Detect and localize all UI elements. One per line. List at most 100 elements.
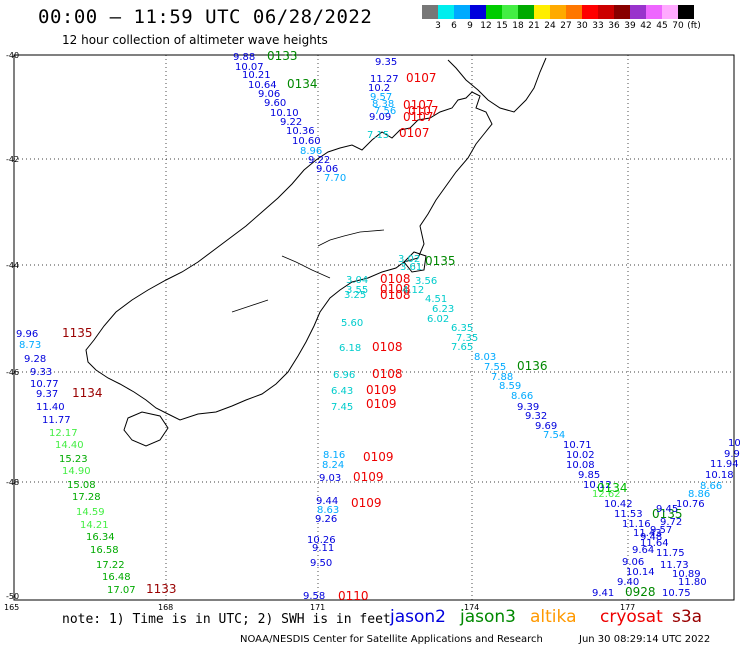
track-time-label: 0135 [652, 507, 683, 521]
wave-height-label: 7.70 [324, 173, 346, 184]
wave-height-label: 8.16 [323, 450, 345, 461]
track-time-label: 0109 [351, 496, 382, 510]
lat-label: -48 [6, 478, 20, 487]
track-time-label: 1133 [146, 582, 177, 596]
lat-label: -46 [6, 368, 20, 377]
wave-height-label: 6.43 [331, 386, 353, 397]
wave-height-label: 9.45 [656, 504, 678, 515]
track-time-label: 0928 [625, 585, 656, 599]
wave-height-label: 11.27 [370, 74, 399, 85]
track-time-label: 0108 [380, 282, 411, 296]
wave-height-label: 9.09 [369, 112, 391, 123]
wave-height-label: 9.57 [370, 92, 392, 103]
wave-height-label: 10.18 [705, 470, 734, 481]
color-swatch [550, 5, 566, 19]
wave-height-label: 11.94 [710, 459, 739, 470]
track-time-label: 0109 [366, 397, 397, 411]
track-time-label: 0108 [380, 272, 411, 286]
wave-height-label: 10.71 [563, 440, 592, 451]
wave-height-label: 8.03 [474, 352, 496, 363]
wave-height-label: 16.58 [90, 545, 119, 556]
wave-height-label: 8.66 [700, 481, 722, 492]
wave-height-label: 9.64 [632, 545, 654, 556]
track-time-label: 0108 [372, 367, 403, 381]
wave-height-label: 14.59 [76, 507, 105, 518]
satellite-altika: altika [530, 607, 577, 627]
wave-height-label: 11.77 [42, 415, 71, 426]
color-scale-label: (ft) [687, 21, 701, 31]
wave-height-label: 9.28 [24, 354, 46, 365]
graticule [14, 55, 734, 600]
wave-height-label: 15.08 [67, 480, 96, 491]
color-scale-label: 45 [656, 21, 668, 31]
color-scale-label: 18 [512, 21, 524, 31]
wave-height-label: 4.51 [425, 294, 447, 305]
wave-height-label: 14.90 [62, 466, 91, 477]
wave-height-label: 9.85 [578, 470, 600, 481]
color-swatch [534, 5, 550, 19]
wave-height-label: 6.35 [451, 323, 473, 334]
wave-height-label: 17.28 [72, 492, 101, 503]
wave-height-label: 9.33 [30, 367, 52, 378]
lat-label: -42 [6, 155, 20, 164]
wave-height-label: 9.60 [264, 98, 286, 109]
track-time-label: 0109 [353, 470, 384, 484]
track-time-label: 1134 [72, 386, 103, 400]
lon-label: 174 [464, 603, 480, 612]
color-scale-label: 36 [608, 21, 620, 31]
wave-height-label: 11.73 [660, 560, 689, 571]
footer-credit: NOAA/NESDIS Center for Satellite Applica… [240, 634, 543, 645]
wave-height-label: 11.64 [640, 538, 669, 549]
lon-label: 168 [158, 603, 174, 612]
wave-height-label: 9.06 [622, 557, 644, 568]
wave-height-label: 10 [728, 438, 740, 449]
wave-height-label: 9.06 [258, 89, 280, 100]
wave-height-label: 8.38 [372, 99, 394, 110]
color-scale-label: 33 [592, 21, 604, 31]
wave-height-label: 3.55 [346, 285, 368, 296]
coastline-south-island [85, 91, 493, 421]
track-time-label: 0109 [366, 383, 397, 397]
wave-height-label: 9.57 [650, 525, 672, 536]
wave-height-label: 3.02 [398, 254, 420, 265]
color-swatch [646, 5, 662, 19]
wave-height-label: 9.69 [535, 421, 557, 432]
wave-height-label: 3.61 [400, 262, 422, 273]
wave-height-label: 6.96 [333, 370, 355, 381]
wave-height-label: 9.41 [592, 588, 614, 599]
wave-height-label: 9.58 [303, 591, 325, 602]
wave-height-label: 7.45 [331, 402, 353, 413]
lat-label: -40 [6, 51, 20, 60]
color-scale-label: 9 [467, 21, 473, 31]
color-scale-label: 6 [451, 21, 457, 31]
track-time-label: 1135 [62, 326, 93, 340]
wave-height-label: 10.2 [368, 83, 390, 94]
color-swatch [454, 5, 470, 19]
satellite-cryosat: cryosat [600, 607, 663, 627]
wave-height-label: 11.53 [614, 509, 643, 520]
footer-timestamp: Jun 30 08:29:14 UTC 2022 [579, 634, 711, 645]
color-scale-bar [422, 5, 694, 19]
wave-height-label: 9.22 [280, 117, 302, 128]
wave-height-label: 6.18 [339, 343, 361, 354]
color-swatch [662, 5, 678, 19]
wave-height-label: 9.48 [640, 532, 662, 543]
wave-height-label: 10.76 [676, 499, 705, 510]
wave-height-label: 10.07 [235, 62, 264, 73]
wave-height-label: 9.06 [316, 164, 338, 175]
wave-height-label: 8.66 [511, 391, 533, 402]
wave-height-label: 8.63 [317, 505, 339, 516]
wave-height-label: 8.73 [19, 340, 41, 351]
color-swatch [678, 5, 694, 19]
coastline-banks-peninsula [403, 251, 427, 273]
wave-height-label: 9.50 [310, 558, 332, 569]
wave-height-label: 9.26 [315, 514, 337, 525]
track-time-label: 0107 [406, 71, 437, 85]
wave-height-label: 9.88 [233, 52, 255, 63]
wave-height-label: 14.40 [55, 440, 84, 451]
track-time-label: 0108 [380, 288, 411, 302]
map-subtitle: 12 hour collection of altimeter wave hei… [62, 33, 328, 47]
wave-height-label: 17.07 [107, 585, 136, 596]
lon-label: 165 [4, 603, 20, 612]
wave-height-label: 11.75 [656, 548, 685, 559]
